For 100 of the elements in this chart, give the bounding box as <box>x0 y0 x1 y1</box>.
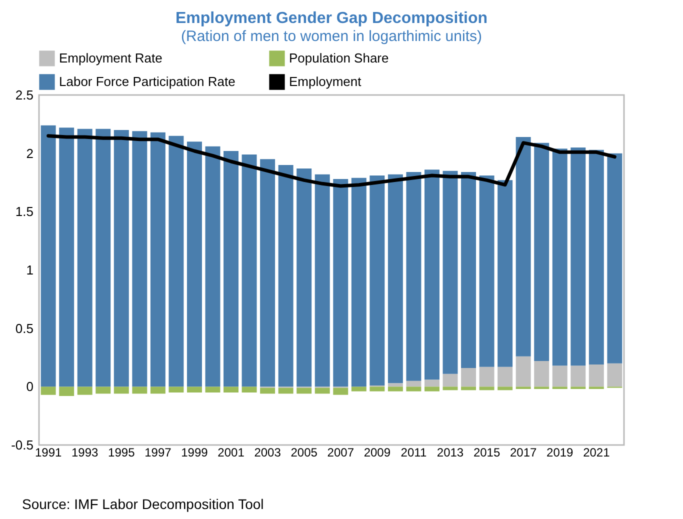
bar <box>607 363 622 387</box>
y-tick-label: 0 <box>26 379 34 394</box>
x-tick-label: 1997 <box>144 446 172 460</box>
bar <box>296 168 312 387</box>
x-tick-label: 1999 <box>181 446 208 460</box>
bar <box>479 366 494 387</box>
bar <box>442 386 458 390</box>
bar <box>278 388 294 394</box>
bar <box>570 148 586 366</box>
x-tick-label: 2009 <box>364 446 391 460</box>
x-tick-label: 2017 <box>510 446 538 460</box>
bar <box>406 172 422 381</box>
bar <box>186 142 202 387</box>
bar <box>40 386 56 395</box>
bar <box>351 178 366 387</box>
bar <box>333 388 348 395</box>
x-tick-label: 2007 <box>327 446 354 460</box>
bar <box>370 176 385 386</box>
bar <box>96 386 111 394</box>
line-series <box>46 134 616 188</box>
bar <box>552 366 568 387</box>
bar <box>406 380 422 387</box>
y-tick-label: 1 <box>26 262 34 278</box>
x-tick-label: 2019 <box>546 446 574 460</box>
x-tick-label: 1991 <box>34 446 62 460</box>
bar <box>424 386 440 392</box>
bar <box>96 128 111 387</box>
bar <box>406 386 422 392</box>
bar <box>314 388 330 394</box>
x-tick-label: 2013 <box>436 446 464 460</box>
bar <box>388 386 403 392</box>
bar <box>442 374 458 387</box>
bar <box>77 128 92 387</box>
bar <box>588 150 604 364</box>
x-tick-label: 2005 <box>290 446 318 460</box>
bar <box>588 364 604 387</box>
legend-label: Population Share <box>289 50 389 66</box>
bar <box>150 132 166 387</box>
bar <box>168 136 184 387</box>
bar <box>314 174 330 387</box>
bar <box>534 142 550 361</box>
bar <box>498 366 513 387</box>
bar <box>442 170 458 374</box>
bar <box>205 386 220 392</box>
source-note: Source: IMF Labor Decomposition Tool <box>22 496 264 512</box>
bar <box>607 153 622 364</box>
x-tick-label: 2011 <box>400 446 427 460</box>
bar <box>114 386 129 394</box>
bar <box>132 386 148 394</box>
bar <box>59 386 74 396</box>
bar <box>516 137 531 356</box>
bar <box>498 386 513 390</box>
legend-label: Employment Rate <box>59 50 162 66</box>
bar <box>479 176 494 367</box>
chart-title: Employment Gender Gap Decomposition <box>175 10 488 27</box>
bar <box>186 386 202 392</box>
bar <box>242 386 257 392</box>
y-tick-label: -0.5 <box>11 438 34 452</box>
bar <box>370 386 385 392</box>
x-tick-label: 1993 <box>72 446 99 460</box>
bar <box>242 154 257 387</box>
bar <box>296 388 312 394</box>
bar <box>516 356 531 387</box>
bar <box>461 172 476 368</box>
bar <box>552 148 568 366</box>
bar <box>534 361 550 387</box>
bar <box>333 179 348 387</box>
bar <box>351 386 366 392</box>
bar <box>388 383 403 387</box>
bar <box>424 380 440 387</box>
bar <box>278 165 294 387</box>
y-tick-label: 0.5 <box>15 320 34 336</box>
bar <box>224 151 239 387</box>
bar <box>424 170 440 380</box>
y-tick-label: 1.5 <box>15 204 34 220</box>
bar <box>479 386 494 390</box>
bar <box>388 174 403 384</box>
x-tick-label: 2003 <box>254 446 282 460</box>
x-tick-label: 2021 <box>583 446 610 460</box>
bar <box>114 130 129 387</box>
bar <box>498 180 513 367</box>
bar <box>570 366 586 387</box>
x-tick-label: 2015 <box>473 446 500 460</box>
bar <box>205 146 220 387</box>
bar <box>461 386 476 390</box>
bar <box>77 386 92 395</box>
chart-subtitle: (Ration of men to women in logarthimic units) <box>181 28 482 45</box>
y-tick-label: 2 <box>26 146 34 161</box>
y-tick-label: 2.5 <box>15 88 34 102</box>
bar <box>260 159 276 387</box>
bar <box>224 386 239 392</box>
bar <box>168 386 184 392</box>
x-tick-label: 2001 <box>218 446 245 460</box>
x-tick-label: 1995 <box>108 446 136 460</box>
bar <box>132 131 148 387</box>
bar <box>461 368 476 387</box>
bar <box>59 128 74 387</box>
legend-label: Labor Force Participation Rate <box>59 74 236 89</box>
bar <box>40 125 56 387</box>
bar <box>260 388 276 394</box>
